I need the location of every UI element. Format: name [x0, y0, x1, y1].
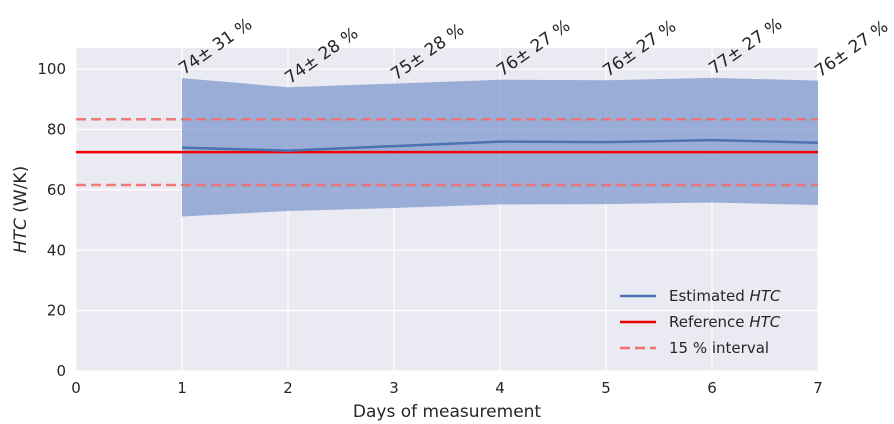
- x-tick-label: 3: [389, 379, 399, 397]
- lines-layer: [76, 117, 819, 187]
- legend-label-interval: 15 % interval: [669, 339, 769, 357]
- legend-label-estimated: Estimated HTC: [669, 287, 781, 305]
- y-axis-label: HTC (W/K): [11, 166, 31, 253]
- estimated-htc-line: [181, 138, 819, 152]
- tick-labels: 0 1 2 3 4 5 6 7 0 20 40 60 80 100: [37, 60, 822, 397]
- htc-annotation: 76± 27 %: [811, 17, 892, 82]
- y-tick-label: 20: [47, 302, 66, 320]
- uncertainty-band: [182, 77, 818, 217]
- y-axis-label-italic: HTC: [11, 218, 31, 253]
- x-tick-label: 1: [177, 379, 187, 397]
- y-axis-label-unit: (W/K): [11, 166, 31, 218]
- x-tick-label: 4: [495, 379, 505, 397]
- legend: Estimated HTC Reference HTC 15 % interval: [620, 287, 781, 357]
- legend-label-reference: Reference HTC: [669, 313, 781, 331]
- y-tick-label: 80: [47, 121, 66, 139]
- x-tick-label: 7: [813, 379, 823, 397]
- y-tick-label: 0: [56, 362, 66, 380]
- uncertainty-band-layer: [182, 77, 818, 217]
- x-tick-label: 5: [601, 379, 611, 397]
- x-axis-label: Days of measurement: [353, 402, 542, 422]
- x-tick-label: 6: [707, 379, 717, 397]
- y-tick-label: 60: [47, 181, 66, 199]
- x-tick-label: 2: [283, 379, 293, 397]
- y-tick-label: 40: [47, 241, 66, 259]
- y-tick-label: 100: [37, 60, 66, 78]
- x-tick-label: 0: [71, 379, 81, 397]
